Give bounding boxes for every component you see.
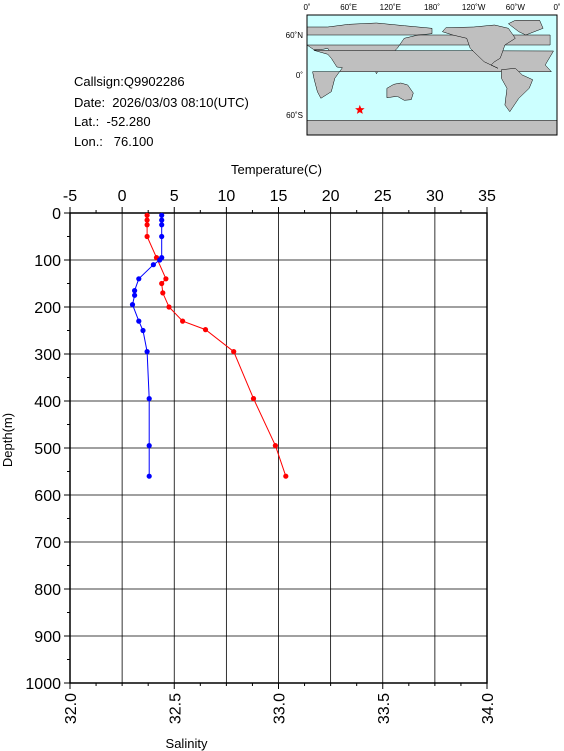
map-lat-label: 60˚N: [286, 31, 304, 40]
salinity-series: [129, 212, 165, 479]
salinity-tick-label: 32.0: [63, 693, 80, 724]
map-lon-label: 0˚: [303, 3, 310, 12]
salinity-point: [144, 349, 150, 355]
landmass-shape: [501, 68, 534, 113]
temperature-point: [160, 290, 166, 296]
depth-tick-label: 300: [34, 347, 61, 364]
temperature-tick-label: 35: [478, 188, 496, 205]
salinity-line: [131, 215, 163, 477]
salinity-tick-label: 33.0: [272, 693, 289, 724]
temperature-tick-label: 20: [322, 188, 340, 205]
temperature-tick-label: 0: [118, 188, 127, 205]
temperature-point: [166, 304, 172, 310]
map-lon-label: 120˚E: [380, 3, 401, 12]
depth-tick-label: 200: [34, 300, 61, 317]
depth-tick-label: 600: [34, 488, 61, 505]
temperature-line: [146, 215, 287, 477]
temperature-tick-label: 15: [270, 188, 288, 205]
temperature-tick-label: 10: [217, 188, 235, 205]
temperature-point: [144, 222, 150, 228]
depth-tick-label: 400: [34, 394, 61, 411]
depth-tick-label: 100: [34, 253, 61, 270]
latitude-text: Lat.: -52.280: [74, 114, 151, 129]
temperature-point: [180, 318, 186, 324]
landmass-shape: [441, 24, 516, 69]
map-land: [306, 20, 558, 136]
map-lat-label: 60˚S: [286, 111, 303, 120]
temperature-tick-label: -5: [63, 188, 77, 205]
salinity-point: [136, 318, 142, 324]
date-text: Date: 2026/03/03 08:10(UTC): [74, 95, 249, 110]
salinity-point: [159, 222, 165, 228]
landmass-shape: [386, 82, 414, 101]
tick-marks: [64, 207, 488, 689]
depth-tick-label: 0: [52, 206, 61, 223]
temperature-point: [283, 473, 289, 479]
salinity-point: [150, 262, 156, 268]
salinity-point: [159, 233, 165, 240]
temperature-point: [159, 280, 165, 287]
location-map: 0˚ 60˚E 120˚E 180˚ 120˚W 60˚W 0˚ 60˚N 0˚ 60˚S: [286, 3, 561, 136]
depth-tick-label: 500: [34, 441, 61, 458]
salinity-tick-label: 34.0: [480, 693, 497, 724]
salinity-point: [136, 276, 142, 282]
temperature-point: [144, 233, 150, 240]
temperature-point: [231, 349, 237, 355]
callsign-text: Callsign:Q9902286: [74, 74, 185, 89]
temperature-point: [144, 217, 150, 223]
depth-tick-label: 700: [34, 535, 61, 552]
salinity-point: [159, 212, 165, 218]
temperature-tick-label: 25: [374, 188, 392, 205]
salinity-point: [146, 396, 152, 402]
salinity-point: [140, 327, 146, 334]
depth-tick-label: 800: [34, 582, 61, 599]
longitude-text: Lon.: 76.100: [74, 134, 154, 149]
depth-axis-label: Depth(m): [0, 413, 15, 467]
map-lon-label: 60˚E: [340, 3, 357, 12]
landmass-shape: [507, 20, 544, 36]
grid-lines: [69, 212, 488, 684]
salinity-point: [146, 443, 152, 449]
temperature-point: [163, 276, 169, 282]
salinity-point: [159, 217, 165, 223]
temperature-point: [202, 327, 209, 333]
map-lon-label: 60˚W: [506, 3, 526, 12]
temperature-point: [272, 443, 278, 449]
depth-tick-label: 1000: [25, 676, 61, 693]
map-lat-label: 0˚: [296, 71, 303, 80]
temperature-series: [144, 212, 289, 479]
map-frame: [306, 14, 558, 136]
temperature-tick-label: 5: [170, 188, 179, 205]
salinity-axis-label: Salinity: [166, 736, 208, 751]
depth-tick-label: 900: [34, 629, 61, 646]
salinity-point: [146, 473, 152, 479]
salinity-point: [132, 292, 138, 298]
map-lon-label: 180˚: [424, 3, 440, 12]
temperature-point: [250, 396, 257, 402]
map-lon-label: 0˚: [553, 3, 560, 12]
temperature-point: [144, 212, 150, 218]
salinity-point: [157, 257, 163, 263]
salinity-tick-label: 33.5: [376, 693, 393, 724]
temperature-tick-label: 30: [426, 188, 444, 205]
salinity-point: [129, 302, 136, 308]
salinity-point: [132, 288, 138, 294]
temperature-axis-label: Temperature(C): [231, 162, 322, 177]
location-star-icon: [355, 104, 365, 114]
salinity-tick-label: 32.5: [167, 693, 184, 724]
map-lon-label: 120˚W: [462, 3, 486, 12]
